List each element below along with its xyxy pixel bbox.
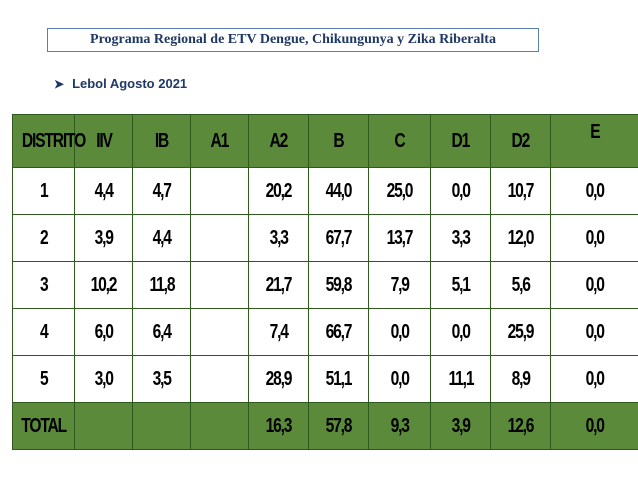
table-cell: 0,0 xyxy=(550,214,638,262)
table-cell: 67,7 xyxy=(308,214,369,262)
table-cell: 13,7 xyxy=(368,214,431,262)
table-cell: 44,0 xyxy=(308,167,369,215)
table-cell: 25,0 xyxy=(368,167,431,215)
table-row: 3 10,2 11,8 21,7 59,8 7,9 5,1 5,6 0,0 xyxy=(12,261,638,309)
page-title-text: Programa Regional de ETV Dengue, Chikung… xyxy=(90,32,496,47)
table-cell: 2 xyxy=(12,214,75,262)
table-header-row: DISTRITO IIV IB A1 A2 B C D1 D2 E xyxy=(12,114,638,168)
table-cell: 20,2 xyxy=(248,167,309,215)
table-cell: 0,0 xyxy=(550,355,638,403)
table-cell: 3,9 xyxy=(430,402,491,450)
table-cell: 6,4 xyxy=(132,308,191,356)
table-cell: 21,7 xyxy=(248,261,309,309)
column-header-a2: A2 xyxy=(248,114,309,168)
table-cell: 1 xyxy=(12,167,75,215)
table-row: 5 3,0 3,5 28,9 51,1 0,0 11,1 8,9 0,0 xyxy=(12,355,638,403)
table-cell: 0,0 xyxy=(550,402,638,450)
table-cell: 6,0 xyxy=(74,308,133,356)
table-cell: 28,9 xyxy=(248,355,309,403)
table-row: 2 3,9 4,4 3,3 67,7 13,7 3,3 12,0 0,0 xyxy=(12,214,638,262)
table-cell xyxy=(190,402,249,450)
table-cell: 4 xyxy=(12,308,75,356)
column-header-ib: IB xyxy=(132,114,191,168)
table-total-row: TOTAL 16,3 57,8 9,3 3,9 12,6 0,0 xyxy=(12,402,638,450)
table-cell: 11,8 xyxy=(132,261,191,309)
table-cell: 4,4 xyxy=(132,214,191,262)
table-cell: 0,0 xyxy=(430,167,491,215)
table-cell: TOTAL xyxy=(12,402,75,450)
table-cell: 8,9 xyxy=(490,355,551,403)
table-cell: 12,6 xyxy=(490,402,551,450)
table-cell xyxy=(190,214,249,262)
table-cell: 10,7 xyxy=(490,167,551,215)
table-cell: 57,8 xyxy=(308,402,369,450)
table-cell: 5 xyxy=(12,355,75,403)
data-table: DISTRITO IIV IB A1 A2 B C D1 D2 E 1 4,4 … xyxy=(12,114,638,450)
table-cell: 66,7 xyxy=(308,308,369,356)
table-cell xyxy=(132,402,191,450)
table-cell: 0,0 xyxy=(550,167,638,215)
table-cell: 0,0 xyxy=(430,308,491,356)
table-cell: 0,0 xyxy=(368,308,431,356)
table-cell xyxy=(74,402,133,450)
table-row: 1 4,4 4,7 20,2 44,0 25,0 0,0 10,7 0,0 xyxy=(12,167,638,215)
table-cell: 9,3 xyxy=(368,402,431,450)
table-cell: 5,6 xyxy=(490,261,551,309)
table-row: 4 6,0 6,4 7,4 66,7 0,0 0,0 25,9 0,0 xyxy=(12,308,638,356)
table-cell: 4,7 xyxy=(132,167,191,215)
table-cell: 3,0 xyxy=(74,355,133,403)
table-cell xyxy=(190,167,249,215)
table-cell: 11,1 xyxy=(430,355,491,403)
column-header-b: B xyxy=(308,114,369,168)
table-cell: 3,3 xyxy=(248,214,309,262)
table-cell: 7,9 xyxy=(368,261,431,309)
table-cell: 5,1 xyxy=(430,261,491,309)
table-cell: 7,4 xyxy=(248,308,309,356)
table-cell: 3,9 xyxy=(74,214,133,262)
arrow-bullet-icon: ➤ xyxy=(54,76,65,91)
table-cell: 0,0 xyxy=(550,261,638,309)
column-header-a1: A1 xyxy=(190,114,249,168)
table-cell xyxy=(190,308,249,356)
table-cell: 0,0 xyxy=(368,355,431,403)
table-cell: 3,3 xyxy=(430,214,491,262)
column-header-e: E xyxy=(550,114,638,168)
table-cell: 4,4 xyxy=(74,167,133,215)
table-cell: 59,8 xyxy=(308,261,369,309)
column-header-c: C xyxy=(368,114,431,168)
table-cell: 0,0 xyxy=(550,308,638,356)
subtitle-text: Lebol Agosto 2021 xyxy=(72,76,188,91)
column-header-d1: D1 xyxy=(430,114,491,168)
table-cell: 12,0 xyxy=(490,214,551,262)
column-header-distrito: DISTRITO xyxy=(12,114,86,168)
table-cell: 3 xyxy=(12,261,75,309)
table-cell xyxy=(190,261,249,309)
column-header-d2: D2 xyxy=(490,114,551,168)
subtitle: ➤ Lebol Agosto 2021 xyxy=(54,76,187,91)
table-cell: 16,3 xyxy=(248,402,309,450)
table-cell: 10,2 xyxy=(74,261,133,309)
table-cell xyxy=(190,355,249,403)
table-cell: 51,1 xyxy=(308,355,369,403)
table-cell: 25,9 xyxy=(490,308,551,356)
table-cell: 3,5 xyxy=(132,355,191,403)
page-title: Programa Regional de ETV Dengue, Chikung… xyxy=(47,28,539,52)
column-header-iiv: IIV xyxy=(74,114,133,168)
